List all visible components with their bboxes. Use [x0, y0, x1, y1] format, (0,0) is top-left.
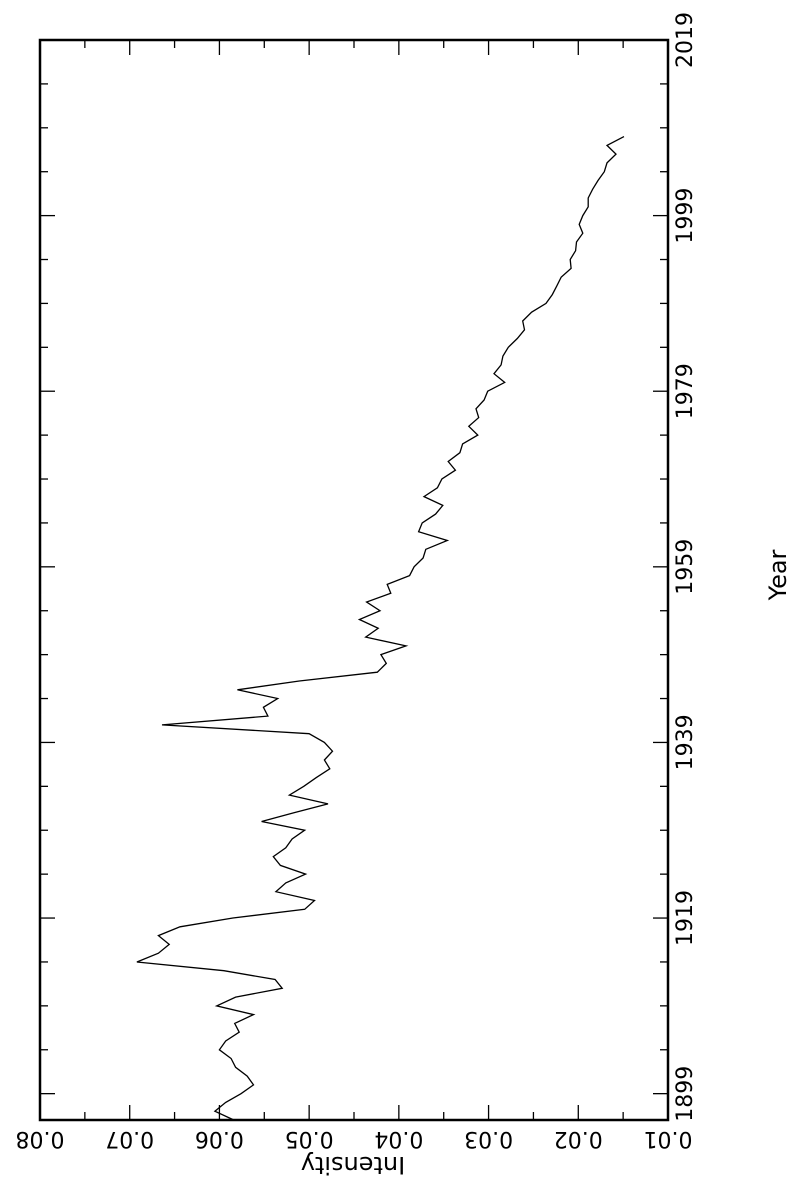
- x-tick-label: 1939: [673, 714, 698, 770]
- x-tick-label: 1899: [673, 1066, 698, 1122]
- y-tick-label: 0.05: [285, 1126, 334, 1151]
- axis-ticks: [39, 39, 669, 1120]
- y-tick-label: 0.03: [464, 1126, 513, 1151]
- y-tick-label: 0.07: [105, 1126, 154, 1151]
- y-axis-label: Intensity: [301, 1151, 405, 1179]
- series-line: [136, 136, 625, 1121]
- x-axis-label: Year: [764, 549, 792, 601]
- x-tick-label: 1919: [673, 890, 698, 946]
- y-tick-label: 0.04: [374, 1126, 423, 1151]
- x-tick-label: 1959: [673, 539, 698, 595]
- y-tick-label: 0.08: [16, 1126, 65, 1151]
- x-tick-label: 1999: [673, 188, 698, 244]
- y-tick-label: 0.01: [644, 1126, 693, 1151]
- y-tick-labels: 0.01 0.02 0.03 0.04 0.05 0.06 0.07 0.08: [16, 1126, 693, 1151]
- x-tick-labels: 1899 1919 1939 1959 1979 1999 2019: [673, 12, 698, 1122]
- x-tick-label: 1979: [673, 363, 698, 419]
- x-tick-label: 2019: [673, 12, 698, 68]
- y-tick-label: 0.06: [195, 1126, 244, 1151]
- plot-frame: [38, 38, 670, 1122]
- y-tick-label: 0.02: [554, 1126, 603, 1151]
